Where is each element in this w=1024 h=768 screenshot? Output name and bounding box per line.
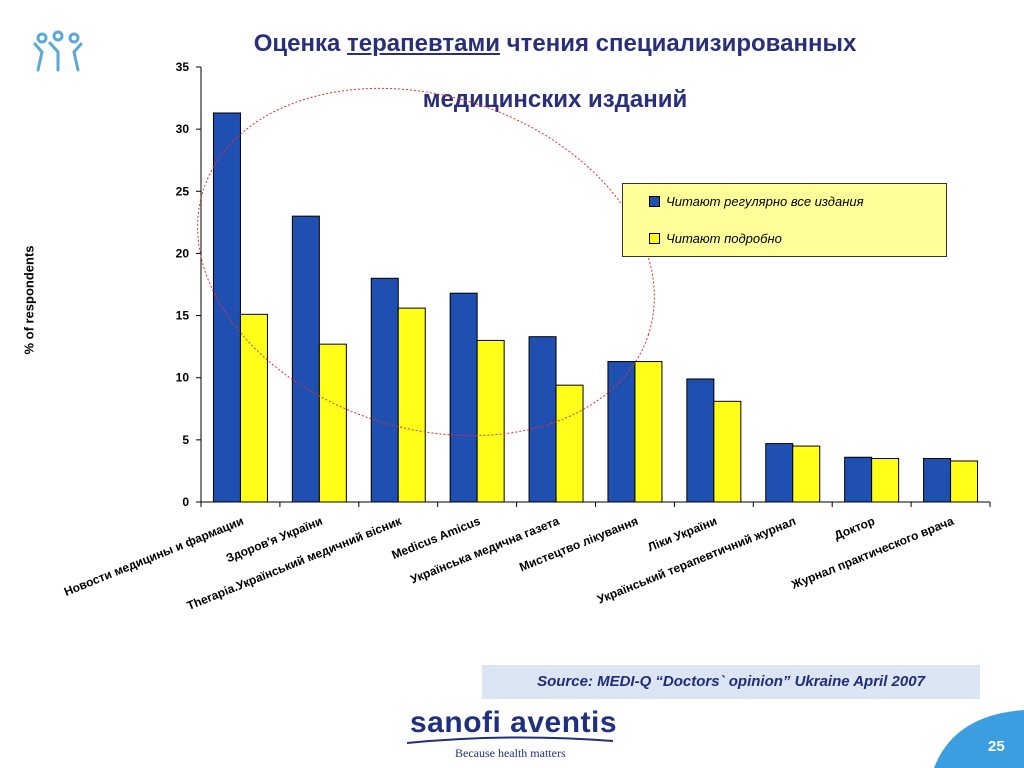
- legend-swatch-regular: [649, 196, 660, 207]
- bar-regular: [844, 456, 873, 503]
- legend-item-regular: Читают регулярно все издания: [649, 194, 864, 209]
- y-tick-label: 10: [176, 371, 190, 385]
- y-tick-label: 20: [176, 246, 190, 260]
- legend-swatch-detailed: [649, 233, 660, 244]
- logo-emblem-icon: [33, 30, 83, 72]
- bar-detailed: [713, 400, 742, 503]
- bar-regular: [212, 112, 241, 503]
- bar-regular: [765, 443, 794, 503]
- bar-detailed: [871, 458, 900, 503]
- legend-item-detailed: Читают подробно: [649, 231, 782, 246]
- source-note: Source: MEDI-Q “Doctors` opinion” Ukrain…: [482, 665, 980, 699]
- bar-regular: [923, 458, 952, 503]
- logo-text: sanofi aventis: [410, 706, 618, 739]
- bar-detailed: [397, 307, 426, 503]
- bar-regular: [370, 277, 399, 503]
- bar-detailed: [318, 343, 347, 503]
- page-corner-shape: [934, 710, 1024, 768]
- title-underlined: терапевтами: [347, 30, 500, 57]
- y-tick-label: 30: [176, 122, 190, 136]
- bar-detailed: [555, 384, 584, 503]
- chart-title: Оценка терапевтами чтения специализирова…: [150, 16, 960, 128]
- bar-regular: [291, 215, 320, 503]
- x-tick-label: Українська медична газета: [408, 514, 561, 587]
- title-part1: Оценка: [253, 30, 347, 57]
- bar-regular: [607, 361, 636, 503]
- logo-tagline: Because health matters: [455, 746, 566, 760]
- page-number: 25: [988, 738, 1005, 755]
- y-tick-label: 15: [176, 309, 190, 323]
- y-tick-label: 25: [176, 184, 190, 198]
- legend-label-detailed: Читают подробно: [666, 231, 782, 246]
- logo-swoosh-icon: [406, 736, 614, 744]
- highlight-ellipse: [197, 87, 655, 437]
- title-line2: медицинских изданий: [422, 86, 688, 113]
- legend: Читают регулярно все издания Читают подр…: [622, 183, 947, 257]
- bar-regular: [528, 336, 557, 503]
- bar-regular: [449, 292, 478, 503]
- bar-detailed: [476, 339, 505, 503]
- bar-detailed: [950, 460, 979, 503]
- bar-detailed: [634, 361, 663, 503]
- y-tick-label: 5: [182, 433, 189, 447]
- legend-label-regular: Читают регулярно все издания: [666, 194, 864, 209]
- x-tick-label: Доктор: [832, 514, 877, 543]
- y-tick-label: 0: [182, 495, 189, 509]
- title-part2: чтения специализированных: [500, 30, 857, 57]
- bar-detailed: [239, 313, 268, 503]
- y-tick-label: 35: [176, 60, 190, 74]
- bar-regular: [686, 378, 715, 503]
- bar-detailed: [792, 445, 821, 503]
